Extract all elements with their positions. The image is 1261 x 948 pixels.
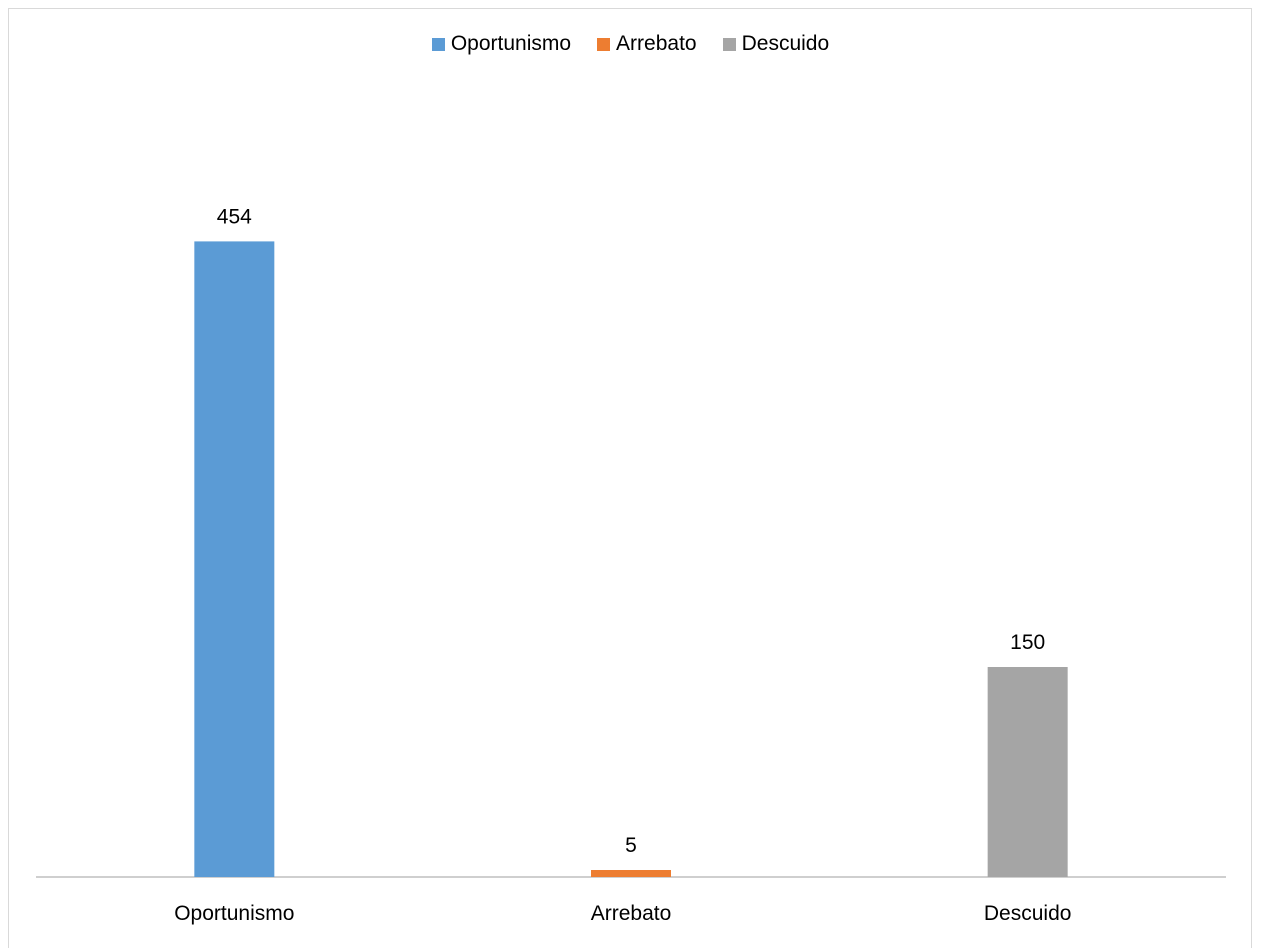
bar-descuido[interactable] [987, 667, 1068, 877]
x-tick-label-oportunismo: Oportunismo [174, 902, 294, 925]
x-tick-label-arrebato: Arrebato [591, 902, 672, 925]
chart-frame [8, 8, 1252, 948]
legend-label-descuido: Descuido [741, 32, 830, 55]
legend-label-oportunismo: Oportunismo [450, 32, 572, 55]
data-label-descuido: 150 [1010, 631, 1045, 654]
legend-item-descuido[interactable]: Descuido [722, 32, 830, 56]
x-tick-label-descuido: Descuido [984, 902, 1072, 925]
legend-item-oportunismo[interactable]: Oportunismo [431, 32, 572, 56]
legend-item-arrebato[interactable]: Arrebato [597, 32, 697, 56]
data-label-oportunismo: 454 [217, 205, 252, 228]
legend-swatch-oportunismo [431, 37, 445, 51]
legend-swatch-arrebato [597, 37, 611, 51]
bar-arrebato[interactable] [591, 870, 671, 877]
data-label-arrebato: 5 [625, 834, 637, 857]
chart-legend: Oportunismo Arrebato Descuido [0, 32, 1261, 56]
legend-label-arrebato: Arrebato [616, 32, 697, 55]
bar-oportunismo[interactable] [194, 241, 275, 877]
legend-swatch-descuido [722, 37, 736, 51]
